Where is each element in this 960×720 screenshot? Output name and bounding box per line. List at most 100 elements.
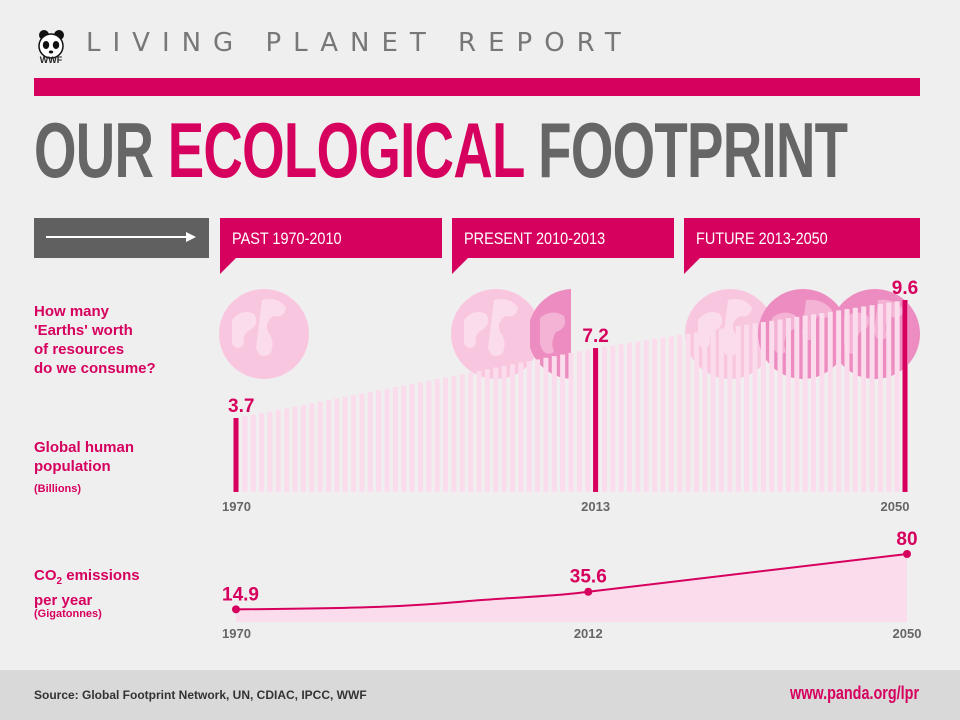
population-bar-bg (551, 356, 557, 492)
panda-logo-icon (38, 30, 64, 59)
co2-line (235, 553, 908, 611)
co2-year-1970: 1970 (222, 626, 251, 641)
population-bar-bg (568, 352, 574, 492)
period-present: PRESENT 2010-2013 (452, 218, 674, 258)
co2-point-2012 (584, 587, 593, 596)
population-bar-bg (601, 346, 607, 492)
population-bar-bg (392, 387, 398, 492)
population-bar-bg (250, 414, 256, 492)
co2-year-2050: 2050 (893, 626, 922, 641)
title-accent: ECOLOGICAL (167, 106, 525, 194)
arrow-right-icon (46, 236, 186, 238)
period-future: FUTURE 2013-2050 (684, 218, 920, 258)
population-bar-bg (443, 377, 449, 492)
period-past: PAST 1970-2010 (220, 218, 442, 258)
population-bar-bg (752, 323, 758, 492)
globe-present-1 (451, 289, 541, 379)
population-bar-bg (760, 322, 766, 492)
population-bar-bg (668, 336, 674, 492)
title-part1: OUR (34, 106, 154, 194)
population-bar-bg (401, 385, 407, 492)
population-bar-bg (627, 342, 633, 492)
timeline-arrow-box (34, 218, 209, 258)
population-bar-bg (518, 362, 524, 492)
population-bar-bg (334, 398, 340, 492)
population-bar-bg (794, 316, 800, 492)
population-bar-bg (292, 406, 298, 492)
population-bar-bg (811, 314, 817, 492)
earths-row-label: How many 'Earths' worth of resources do … (34, 303, 156, 377)
population-bar-bg (585, 349, 591, 492)
globe-past-1 (219, 289, 309, 379)
population-bar-bg (719, 328, 725, 492)
population-bar-bg (409, 383, 415, 492)
co2-year-2012: 2012 (574, 626, 603, 641)
population-bar-bg (677, 335, 683, 492)
population-row-label: Global human population (34, 439, 135, 475)
period-past-tail (220, 258, 236, 274)
population-bar-bg (459, 374, 465, 492)
population-bar-bg (300, 404, 306, 492)
population-bar-bg (351, 395, 357, 492)
population-value-2050: 9.6 (892, 278, 918, 299)
population-bar-bg (451, 375, 457, 492)
population-bar-bg (543, 357, 549, 492)
population-bar-bg (359, 393, 365, 492)
population-bar-bg (769, 320, 775, 492)
population-year-1970: 1970 (222, 499, 251, 514)
population-bar-bg (852, 307, 858, 492)
co2-value-2012: 35.6 (570, 567, 607, 588)
population-bar-bg (325, 400, 331, 492)
population-bar-2013 (593, 348, 599, 492)
population-bar-2050 (902, 300, 908, 492)
population-bar-bg (259, 413, 265, 492)
population-bar-bg (275, 409, 281, 492)
population-bar-bg (468, 372, 474, 492)
population-bar-bg (317, 401, 323, 492)
population-bar-bg (827, 311, 833, 492)
co2-point-1970 (232, 605, 240, 614)
population-bar-bg (635, 341, 641, 492)
population-bar-bg (384, 388, 390, 492)
co2-row-label: CO2 emissions per year (34, 567, 140, 609)
population-bar-bg (777, 319, 783, 492)
population-bar-bg (484, 369, 490, 492)
population-bar-bg (861, 306, 867, 492)
population-bar-bg (284, 408, 290, 492)
population-bar-bg (610, 345, 616, 492)
main-title: OUR ECOLOGICAL FOOTPRINT (34, 105, 848, 196)
population-bar-bg (886, 302, 892, 492)
population-year-2050: 2050 (881, 499, 910, 514)
co2-area (236, 554, 907, 622)
population-bar-bg (267, 411, 273, 492)
logo-text: WWF (39, 55, 63, 65)
population-bar-bg (844, 309, 850, 492)
population-value-2013: 7.2 (582, 326, 608, 347)
population-bar-bg (535, 359, 541, 492)
population-bar-bg (819, 312, 825, 492)
report-title: LIVING PLANET REPORT (86, 28, 633, 58)
population-bar-bg (702, 331, 708, 492)
population-bar-bg (877, 303, 883, 492)
population-bar-bg (560, 354, 566, 492)
population-bar-bg (476, 370, 482, 492)
population-bar-bg (242, 416, 248, 492)
population-bar-bg (744, 324, 750, 492)
population-bar-bg (785, 318, 791, 492)
population-bar-bg (836, 310, 842, 492)
arrow-head-icon (186, 232, 196, 242)
population-bar-bg (652, 338, 658, 492)
population-bar-bg (501, 365, 507, 492)
population-bar-bg (342, 396, 348, 492)
population-bar-bg (643, 340, 649, 492)
population-year-2013: 2013 (581, 499, 610, 514)
population-unit: (Billions) (34, 483, 82, 495)
population-bar-bg (735, 325, 741, 492)
population-bar-bg (693, 332, 699, 492)
title-part2: FOOTPRINT (538, 106, 848, 194)
website-link[interactable]: www.panda.org/lpr (790, 683, 920, 703)
footer-bar (0, 670, 960, 720)
population-bar-bg (894, 301, 900, 492)
co2-value-2050: 80 (896, 529, 917, 550)
